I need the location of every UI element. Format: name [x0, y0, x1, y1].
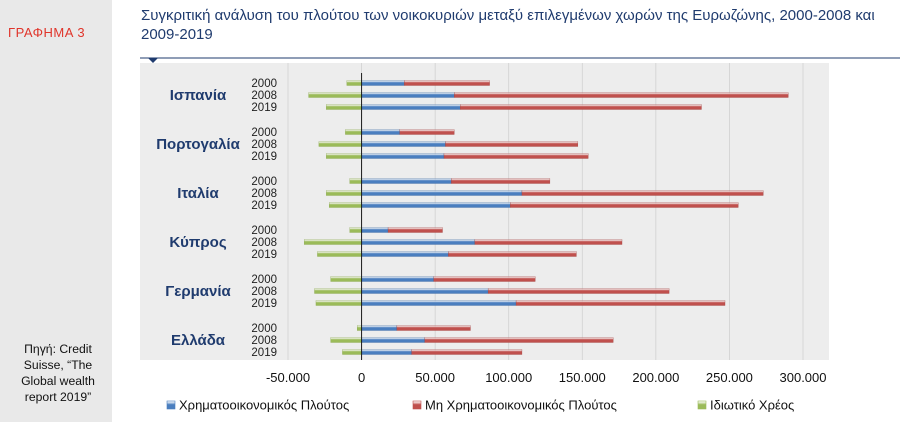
country-label: Ισπανία [170, 87, 227, 104]
bar-nonfinancial-wealth [460, 104, 702, 110]
legend-swatch [697, 400, 707, 410]
bar-financial-wealth [361, 288, 489, 294]
bar-nonfinancial-wealth [404, 80, 490, 86]
bar-private-debt [304, 239, 362, 245]
sidebar-panel: ΓΡΑΦΗΜΑ 3 Πηγή: Credit Suisse, “The Glob… [0, 0, 112, 422]
bar-nonfinancial-wealth [448, 251, 577, 257]
year-label: 2019 [251, 249, 277, 261]
year-label: 2000 [251, 323, 277, 335]
bar-private-debt [349, 227, 362, 233]
x-tick-label: 300.000 [780, 370, 827, 385]
bar-financial-wealth [361, 202, 511, 208]
bar-nonfinancial-wealth [424, 337, 614, 343]
country-label: Πορτογαλία [156, 136, 240, 153]
bar-nonfinancial-wealth [451, 178, 551, 184]
bar-nonfinancial-wealth [411, 349, 523, 355]
country-label: Γερμανία [165, 283, 231, 300]
legend-label: Ιδιωτικό Χρέος [710, 398, 794, 413]
bar-private-debt [342, 349, 362, 355]
bar-nonfinancial-wealth [443, 153, 589, 159]
bar-private-debt [308, 92, 362, 98]
legend-swatch [412, 400, 422, 410]
x-tick-label: 150.000 [559, 370, 606, 385]
legend-label: Χρηματοοικονομικός Πλούτος [179, 398, 349, 413]
year-label: 2008 [251, 286, 277, 298]
bar-financial-wealth [361, 239, 476, 245]
bar-financial-wealth [361, 80, 405, 86]
year-label: 2000 [251, 176, 277, 188]
x-tick-label: 100.000 [485, 370, 532, 385]
legend-label: Μη Χρηματοοικονομικός Πλούτος [425, 398, 617, 413]
country-label: Ελλάδα [171, 332, 226, 349]
bar-private-debt [317, 251, 362, 257]
year-label: 2019 [251, 347, 277, 359]
bar-nonfinancial-wealth [396, 325, 471, 331]
bar-financial-wealth [361, 325, 398, 331]
year-label: 2019 [251, 151, 277, 163]
bar-private-debt [330, 276, 362, 282]
bar-private-debt [330, 337, 362, 343]
bar-nonfinancial-wealth [399, 129, 455, 135]
bar-nonfinancial-wealth [445, 141, 579, 147]
bar-nonfinancial-wealth [521, 190, 764, 196]
bar-private-debt [314, 288, 362, 294]
bar-financial-wealth [361, 129, 400, 135]
bar-financial-wealth [361, 141, 446, 147]
legend-swatch [166, 400, 176, 410]
x-tick-label: -50.000 [266, 370, 310, 385]
year-label: 2008 [251, 188, 277, 200]
bar-financial-wealth [361, 104, 461, 110]
bar-nonfinancial-wealth [510, 202, 739, 208]
year-label: 2008 [251, 90, 277, 102]
bar-financial-wealth [361, 337, 425, 343]
year-label: 2019 [251, 298, 277, 310]
year-label: 2008 [251, 139, 277, 151]
bar-private-debt [329, 202, 362, 208]
bar-private-debt [346, 80, 362, 86]
bar-financial-wealth [361, 300, 517, 306]
x-tick-label: 250.000 [706, 370, 753, 385]
country-label: Κύπρος [169, 234, 226, 251]
bar-financial-wealth [361, 92, 455, 98]
source-note: Πηγή: Credit Suisse, “The Global wealth … [21, 342, 95, 404]
bar-private-debt [326, 104, 362, 110]
bar-private-debt [318, 141, 362, 147]
bar-nonfinancial-wealth [433, 276, 536, 282]
graph-number-label: ΓΡΑΦΗΜΑ 3 [8, 25, 86, 40]
bar-financial-wealth [361, 349, 412, 355]
chart-title: Συγκριτική ανάλυση του πλούτου των νοικο… [141, 7, 875, 43]
bar-private-debt [345, 129, 362, 135]
x-tick-label: 200.000 [632, 370, 679, 385]
bar-financial-wealth [361, 190, 523, 196]
bar-nonfinancial-wealth [454, 92, 789, 98]
plot-area [140, 63, 829, 360]
bar-financial-wealth [361, 251, 449, 257]
bar-financial-wealth [361, 178, 452, 184]
country-label: Ιταλία [177, 185, 219, 202]
bar-nonfinancial-wealth [387, 227, 443, 233]
year-label: 2008 [251, 335, 277, 347]
bar-nonfinancial-wealth [487, 288, 670, 294]
x-tick-label: 0 [358, 370, 365, 385]
year-label: 2000 [251, 225, 277, 237]
year-label: 2008 [251, 237, 277, 249]
bar-nonfinancial-wealth [515, 300, 726, 306]
bar-private-debt [349, 178, 362, 184]
bar-private-debt [326, 190, 362, 196]
year-label: 2019 [251, 102, 277, 114]
title-divider-marker [148, 58, 158, 63]
bar-financial-wealth [361, 227, 389, 233]
year-label: 2019 [251, 200, 277, 212]
bar-private-debt [315, 300, 362, 306]
bar-nonfinancial-wealth [474, 239, 623, 245]
year-label: 2000 [251, 274, 277, 286]
bar-financial-wealth [361, 276, 434, 282]
year-label: 2000 [251, 127, 277, 139]
bar-private-debt [357, 325, 362, 331]
bar-private-debt [326, 153, 362, 159]
bar-financial-wealth [361, 153, 445, 159]
x-tick-label: 50.000 [415, 370, 455, 385]
year-label: 2000 [251, 78, 277, 90]
